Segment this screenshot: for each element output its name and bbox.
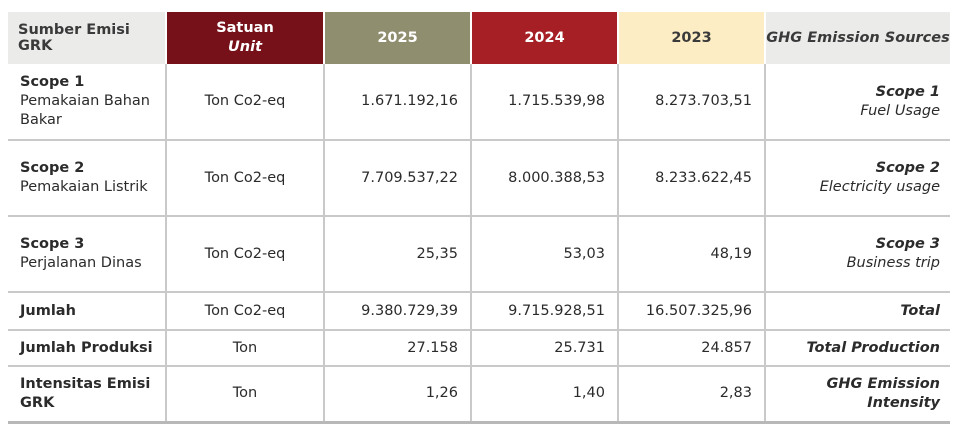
source-subtitle: Perjalanan Dinas — [20, 255, 142, 271]
source-title: Jumlah — [20, 302, 76, 319]
header-unit-en: Unit — [228, 39, 262, 55]
source-title: Scope 1 — [20, 74, 85, 90]
ghg-title: Scope 3 — [875, 236, 940, 252]
cell-2024: 8.000.388,53 — [471, 140, 619, 217]
header-row: Sumber Emisi GRK Satuan Unit 2025 2024 2… — [8, 12, 950, 64]
cell-unit: Ton Co2-eq — [166, 140, 325, 217]
table-row: Jumlah Produksi Ton 27.158 25.731 24.857… — [8, 330, 950, 367]
source-title: Scope 2 — [20, 160, 85, 176]
cell-2024: 25.731 — [471, 330, 619, 367]
ghg-title: GHG Emission Intensity — [826, 375, 941, 411]
cell-source: Scope 3 Perjalanan Dinas — [8, 216, 167, 293]
cell-2023: 24.857 — [618, 330, 766, 367]
cell-2025: 27.158 — [324, 330, 472, 367]
ghg-title: Total Production — [806, 339, 941, 356]
table-row: Jumlah Ton Co2-eq 9.380.729,39 9.715.928… — [8, 292, 950, 331]
cell-source: Intensitas Emisi GRK — [8, 366, 167, 424]
ghg-subtitle: Business trip — [846, 255, 940, 271]
cell-2023: 48,19 — [618, 216, 766, 293]
cell-source: Scope 1 Pemakaian Bahan Bakar — [8, 64, 167, 141]
cell-2023: 2,83 — [618, 366, 766, 424]
cell-2023: 8.273.703,51 — [618, 64, 766, 141]
source-subtitle: Pemakaian Bahan Bakar — [20, 93, 150, 128]
table-row: Scope 1 Pemakaian Bahan Bakar Ton Co2-eq … — [8, 64, 950, 141]
cell-ghg: GHG Emission Intensity — [765, 366, 950, 424]
ghg-subtitle: Fuel Usage — [860, 102, 940, 119]
cell-2023: 16.507.325,96 — [618, 292, 766, 331]
header-ghg-sources: GHG Emission Sources — [765, 12, 950, 64]
header-unit-id: Satuan — [216, 20, 274, 36]
cell-ghg: Total — [765, 292, 950, 331]
header-2024: 2024 — [471, 12, 619, 64]
table-row: Scope 3 Perjalanan Dinas Ton Co2-eq 25,35… — [8, 216, 950, 293]
cell-source: Scope 2 Pemakaian Listrik — [8, 140, 167, 217]
ghg-title: Total — [900, 302, 940, 319]
cell-unit: Ton — [166, 330, 325, 367]
cell-ghg: Scope 1 Fuel Usage — [765, 64, 950, 141]
cell-2024: 53,03 — [471, 216, 619, 293]
cell-2025: 9.380.729,39 — [324, 292, 472, 331]
cell-2025: 25,35 — [324, 216, 472, 293]
cell-2023: 8.233.622,45 — [618, 140, 766, 217]
source-title: Scope 3 — [20, 236, 85, 252]
cell-unit: Ton Co2-eq — [166, 216, 325, 293]
emission-table: Sumber Emisi GRK Satuan Unit 2025 2024 2… — [8, 12, 950, 424]
source-title: Intensitas Emisi GRK — [20, 375, 151, 411]
table-row: Scope 2 Pemakaian Listrik Ton Co2-eq 7.70… — [8, 140, 950, 217]
header-source: Sumber Emisi GRK — [8, 12, 167, 64]
cell-2024: 1,40 — [471, 366, 619, 424]
table-row: Intensitas Emisi GRK Ton 1,26 1,40 2,83 … — [8, 366, 950, 424]
cell-unit: Ton — [166, 366, 325, 424]
ghg-title: Scope 2 — [875, 160, 940, 176]
header-2023: 2023 — [618, 12, 766, 64]
cell-2024: 9.715.928,51 — [471, 292, 619, 331]
header-unit: Satuan Unit — [166, 12, 325, 64]
source-subtitle: Pemakaian Listrik — [20, 179, 148, 195]
cell-source: Jumlah Produksi — [8, 330, 167, 367]
cell-source: Jumlah — [8, 292, 167, 331]
cell-ghg: Scope 2 Electricity usage — [765, 140, 950, 217]
source-title: Jumlah Produksi — [20, 339, 153, 356]
cell-2024: 1.715.539,98 — [471, 64, 619, 141]
cell-unit: Ton Co2-eq — [166, 64, 325, 141]
ghg-title: Scope 1 — [875, 83, 940, 100]
cell-ghg: Total Production — [765, 330, 950, 367]
cell-ghg: Scope 3 Business trip — [765, 216, 950, 293]
cell-2025: 1.671.192,16 — [324, 64, 472, 141]
ghg-subtitle: Electricity usage — [819, 179, 940, 195]
header-2025: 2025 — [324, 12, 472, 64]
cell-2025: 1,26 — [324, 366, 472, 424]
cell-2025: 7.709.537,22 — [324, 140, 472, 217]
cell-unit: Ton Co2-eq — [166, 292, 325, 331]
